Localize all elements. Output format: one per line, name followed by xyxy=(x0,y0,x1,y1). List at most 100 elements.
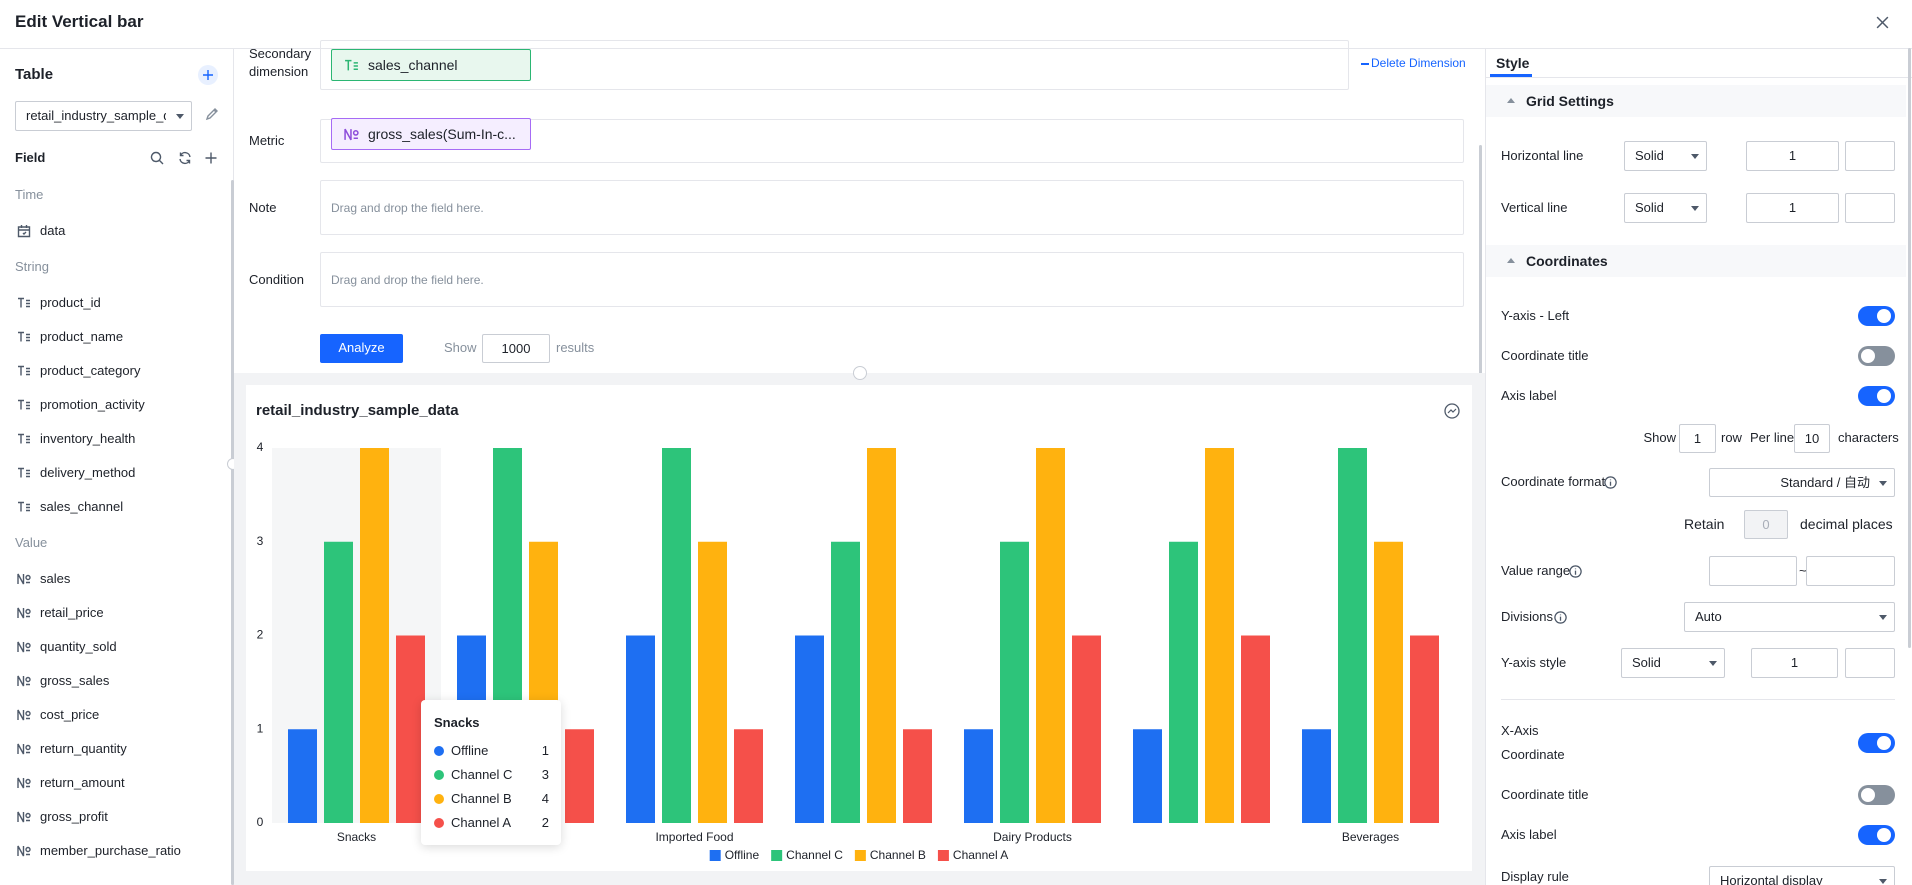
toggle[interactable] xyxy=(1858,386,1895,406)
field-item[interactable]: product_category xyxy=(40,363,141,378)
line-width-input[interactable]: 1 xyxy=(1746,141,1839,171)
bar xyxy=(1133,729,1162,823)
setting-label: Coordinate format xyxy=(1501,474,1606,489)
info-icon xyxy=(1554,611,1567,624)
field-type-icon-shape xyxy=(17,675,31,687)
tooltip-dot xyxy=(434,794,444,804)
range-min-input[interactable] xyxy=(1709,556,1797,586)
field-item[interactable]: sales_channel xyxy=(40,499,124,514)
display-rule-select[interactable]: Horizontal display xyxy=(1709,866,1895,885)
info-icon-shape xyxy=(1604,476,1617,489)
color-picker[interactable] xyxy=(1845,141,1895,171)
field-item[interactable]: return_amount xyxy=(40,775,125,790)
field-item[interactable]: retail_price xyxy=(40,605,104,620)
bar xyxy=(698,541,727,823)
toggle[interactable] xyxy=(1858,785,1895,805)
divisions-select-value: Auto xyxy=(1695,609,1722,624)
field-type-icon-shape xyxy=(17,845,31,857)
toggle-knob xyxy=(1877,389,1891,403)
field-item[interactable]: product_name xyxy=(40,329,124,344)
y-axis-style-select[interactable]: Solid xyxy=(1621,648,1725,678)
search-icon-shape xyxy=(150,151,164,165)
bar xyxy=(903,729,932,823)
field-item[interactable]: data xyxy=(40,223,66,238)
bar xyxy=(1000,541,1029,823)
line-style-select[interactable]: Solid xyxy=(1624,141,1707,171)
field-item[interactable]: gross_sales xyxy=(40,673,110,688)
toggle[interactable] xyxy=(1858,825,1895,845)
x-tick-label: Imported Food xyxy=(655,830,733,844)
divisions-select[interactable]: Auto xyxy=(1684,602,1895,632)
color-picker[interactable] xyxy=(1845,648,1895,678)
delete-dimension-link[interactable]: Delete Dimension xyxy=(1371,56,1466,70)
field-item[interactable]: sales xyxy=(40,571,71,586)
field-type-icon xyxy=(18,365,30,376)
rows-input[interactable]: 1 xyxy=(1679,424,1716,453)
split-handle[interactable] xyxy=(853,366,867,380)
chip-label: gross_sales(Sum-In-c... xyxy=(368,126,516,142)
y-tick-label: 1 xyxy=(257,721,264,735)
toggle[interactable] xyxy=(1858,306,1895,326)
tooltip-series-name: Channel C xyxy=(451,767,513,782)
table-select[interactable]: retail_industry_sample_dat xyxy=(15,101,192,131)
analyze-button[interactable]: Analyze xyxy=(320,334,403,363)
bar xyxy=(324,541,353,823)
chip-icon-shape xyxy=(345,59,358,71)
setting-label: Horizontal line xyxy=(1501,148,1584,163)
legend-swatch xyxy=(709,850,721,861)
field-item[interactable]: inventory_health xyxy=(40,431,136,446)
decimals-input-value: 0 xyxy=(1762,516,1770,532)
setting-label: Y-axis - Left xyxy=(1501,308,1570,323)
config-scrollbar xyxy=(1479,145,1482,375)
field-group-label: Value xyxy=(15,535,48,550)
toggle[interactable] xyxy=(1858,346,1895,366)
legend-swatch xyxy=(771,850,783,861)
limit-input-value: 1000 xyxy=(501,340,531,356)
drop-zone[interactable]: Drag and drop the field here. xyxy=(320,252,1464,307)
field-chip[interactable]: gross_sales(Sum-In-c... xyxy=(331,118,531,150)
field-type-icon-shape xyxy=(17,641,31,653)
bar xyxy=(1205,448,1234,823)
row-label: row xyxy=(1721,430,1742,445)
field-item[interactable]: delivery_method xyxy=(40,465,136,480)
drop-zone[interactable]: Drag and drop the field here. xyxy=(320,180,1464,235)
section-title[interactable]: Coordinates xyxy=(1526,253,1608,269)
add-table-button[interactable] xyxy=(198,65,218,85)
format-select[interactable]: Standard / 自动 xyxy=(1709,468,1895,497)
config-label: Metric xyxy=(249,133,285,148)
bar xyxy=(288,729,317,823)
field-item[interactable]: cost_price xyxy=(40,707,100,722)
style-tab[interactable]: Style xyxy=(1496,55,1530,71)
toggle[interactable] xyxy=(1858,733,1895,753)
caret xyxy=(1691,206,1699,211)
y-axis-width-input-value: 1 xyxy=(1790,655,1799,670)
section-header xyxy=(1486,85,1906,117)
section-caret xyxy=(1507,98,1515,103)
drop-zone[interactable]: gross_sales(Sum-In-c... xyxy=(320,118,1464,163)
field-item[interactable]: promotion_activity xyxy=(40,397,145,412)
field-item[interactable]: member_purchase_ratio xyxy=(40,843,181,858)
section-title[interactable]: Grid Settings xyxy=(1526,93,1614,109)
field-item[interactable]: return_quantity xyxy=(40,741,127,756)
x-tick-label: Dairy Products xyxy=(993,830,1072,844)
info-icon-shape xyxy=(1554,611,1567,624)
drop-zone[interactable]: sales_channel xyxy=(320,40,1349,90)
color-picker[interactable] xyxy=(1845,193,1895,223)
line-width-input[interactable]: 1 xyxy=(1746,193,1839,223)
field-item[interactable]: product_id xyxy=(40,295,101,310)
info-icon xyxy=(1604,476,1617,489)
field-item[interactable]: gross_profit xyxy=(40,809,108,824)
range-max-input[interactable] xyxy=(1806,556,1895,586)
x-tick-label: Snacks xyxy=(337,830,376,844)
field-chip[interactable]: sales_channel xyxy=(331,49,531,81)
limit-input[interactable]: 1000 xyxy=(482,334,550,363)
field-type-icon xyxy=(17,743,31,755)
line-style-select[interactable]: Solid xyxy=(1624,193,1707,223)
characters-input[interactable]: 10 xyxy=(1794,424,1830,453)
field-item[interactable]: quantity_sold xyxy=(40,639,117,654)
y-axis-width-input[interactable]: 1 xyxy=(1751,648,1838,678)
tooltip-dot xyxy=(434,746,444,756)
bar xyxy=(831,541,860,823)
caret xyxy=(1879,615,1887,620)
